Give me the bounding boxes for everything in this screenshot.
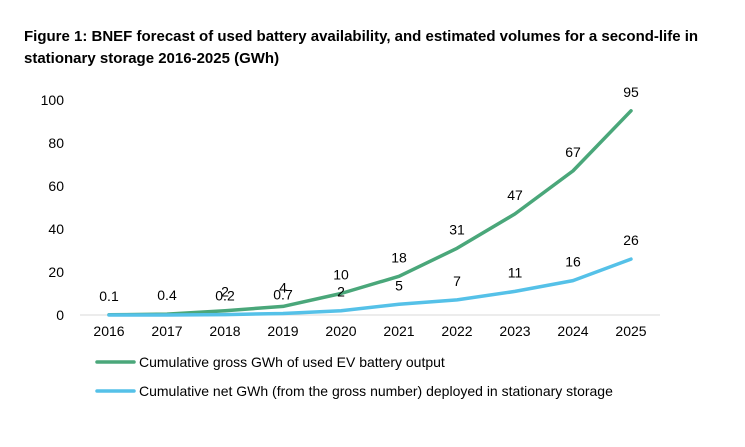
data-label: 18 xyxy=(391,249,407,265)
data-label: 2 xyxy=(337,284,345,300)
x-tick-label: 2025 xyxy=(615,323,646,339)
y-tick-label: 80 xyxy=(48,135,64,151)
x-tick-label: 2023 xyxy=(499,323,530,339)
series-line-1 xyxy=(107,109,633,317)
x-tick-label: 2016 xyxy=(93,323,124,339)
series-lines xyxy=(107,109,633,317)
series-line-2 xyxy=(107,257,633,317)
legend: Cumulative gross GWh of used EV battery … xyxy=(95,354,613,399)
x-tick-label: 2020 xyxy=(325,323,356,339)
x-tick-label: 2017 xyxy=(151,323,182,339)
data-label: 2 xyxy=(221,284,229,300)
y-tick-label: 20 xyxy=(48,264,64,280)
x-tick-label: 2024 xyxy=(557,323,588,339)
x-tick-label: 2019 xyxy=(267,323,298,339)
data-label: 26 xyxy=(623,232,639,248)
data-label: 4 xyxy=(279,279,287,295)
data-label: 10 xyxy=(333,267,349,283)
data-label: 0.2 xyxy=(215,288,235,304)
legend-label: Cumulative net GWh (from the gross numbe… xyxy=(139,383,613,399)
data-label: 0.7 xyxy=(273,286,293,302)
y-tick-label: 40 xyxy=(48,221,64,237)
x-tick-label: 2021 xyxy=(383,323,414,339)
data-label: 31 xyxy=(449,221,465,237)
legend-label: Cumulative gross GWh of used EV battery … xyxy=(139,354,445,370)
y-tick-label: 0 xyxy=(56,307,64,323)
chart-title: Figure 1: BNEF forecast of used battery … xyxy=(24,28,699,67)
data-label: 47 xyxy=(507,187,523,203)
y-tick-label: 60 xyxy=(48,178,64,194)
x-tick-label: 2018 xyxy=(209,323,240,339)
data-label: 67 xyxy=(565,144,581,160)
data-labels: 0.1 0.4 2 4 10 18 31 47 67 95 0.2 0.7 2 5 7 11 16 26 xyxy=(99,84,639,304)
axes: 0 20 40 60 80 100 2016 2017 2018 2019 2020 2021 2022… xyxy=(41,92,660,339)
x-tick-label: 2022 xyxy=(441,323,472,339)
data-label: 95 xyxy=(623,84,639,100)
y-tick-label: 100 xyxy=(41,92,65,108)
data-label: 5 xyxy=(395,277,403,293)
data-label: 16 xyxy=(565,254,581,270)
data-label: 11 xyxy=(508,264,523,280)
data-label: 0.4 xyxy=(157,287,177,303)
data-label: 0.1 xyxy=(99,288,119,304)
data-label: 7 xyxy=(453,273,461,289)
